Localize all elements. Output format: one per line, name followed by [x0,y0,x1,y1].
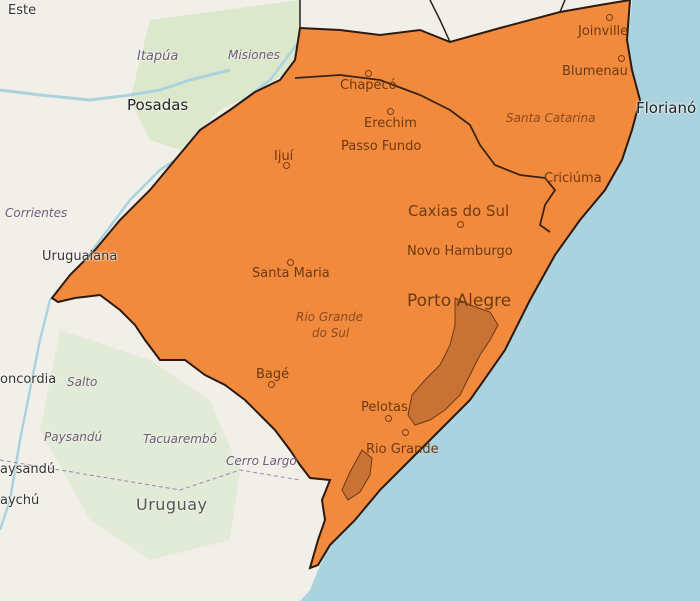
city-marker-bage [268,381,275,388]
city-label-erechim: Erechim [364,116,417,131]
region-label-salto: Salto [67,375,98,389]
forest-area-uruguay [40,330,240,560]
city-label-blumenau: Blumenau [562,64,628,79]
city-label-este: Este [8,3,37,18]
city-label-posadas: Posadas [127,96,189,114]
weather-alert-area[interactable] [50,0,642,570]
city-label-florianopolis: Florianó [636,99,697,117]
city-label-joinville: Joinville [578,24,629,39]
region-label-misiones: Misiones [228,48,280,62]
city-marker-blumenau [618,55,625,62]
city-label-uruguaiana: Uruguaiana [42,249,118,264]
state-border-rs-sc [294,74,557,233]
city-marker-chapeco [365,70,372,77]
city-label-criciuma: Criciúma [544,171,602,186]
city-marker-rio-grande [402,429,409,436]
city-marker-caxias-do-sul [457,221,464,228]
region-label-rio-grande-do-sul-line1: Rio Grande [296,310,364,324]
city-label-chapeco: Chapecó [340,78,397,93]
region-label-santa-catarina: Santa Catarina [506,111,596,125]
city-label-santa-maria: Santa Maria [252,266,330,281]
city-label-bage: Bagé [256,367,290,382]
river-parana [0,68,231,102]
city-marker-santa-maria [287,259,294,266]
border-uruguay [0,459,301,491]
city-marker-pelotas [385,415,392,422]
country-label-uruguay: Uruguay [136,495,208,514]
atlantic-ocean [300,0,700,601]
city-label-caxias-do-sul: Caxias do Sul [408,202,510,220]
region-label-corrientes: Corrientes [5,206,68,220]
city-label-pelotas: Pelotas [361,400,408,415]
city-label-passo-fundo: Passo Fundo [341,139,422,154]
city-label-porto-alegre: Porto Alegre [407,291,512,311]
state-border-north [299,0,566,43]
region-label-paysandu: Paysandú [44,430,103,444]
region-label-rio-grande-do-sul-line2: do Sul [312,326,350,340]
city-label-paysandu: aysandú [0,462,56,477]
city-label-rio-grande: Rio Grande [366,442,439,457]
city-label-concordia: oncordia [0,372,57,387]
lagoa-dos-patos [407,297,499,426]
city-marker-erechim [387,108,394,115]
city-marker-ijui [283,162,290,169]
region-label-tacuarembo: Tacuarembó [143,432,217,446]
city-label-itapua: Itapúa [137,49,179,64]
city-marker-joinville [606,14,613,21]
region-label-cerro-largo: Cerro Largo [226,454,297,468]
city-label-novo-hamburgo: Novo Hamburgo [407,244,513,259]
city-label-gualeguaychu: aychú [0,493,40,508]
lagoa-mirim [341,449,373,501]
city-label-ijui: Ijuí [274,149,294,164]
